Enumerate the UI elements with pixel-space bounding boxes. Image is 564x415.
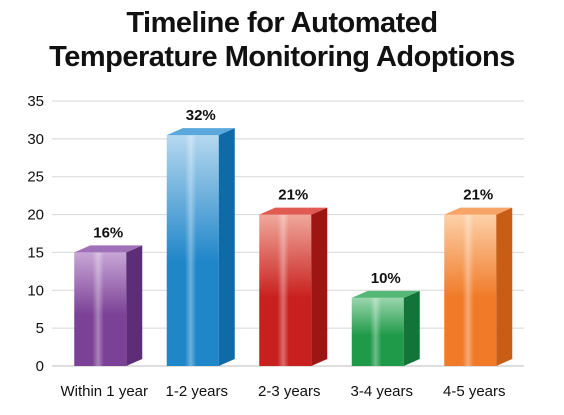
data-label: 21% — [463, 187, 493, 204]
data-label: 32% — [186, 107, 216, 124]
bar-top — [74, 245, 143, 253]
bar — [74, 245, 143, 366]
bars — [74, 128, 513, 366]
data-label: 21% — [278, 187, 308, 204]
data-labels: 16% 32% 21% 10% 21% — [93, 107, 493, 287]
bar-highlight — [462, 214, 474, 366]
bar-highlight — [277, 214, 289, 366]
bar-side — [126, 245, 143, 366]
y-tick-label: 0 — [36, 358, 44, 375]
chart-title: Timeline for Automated Temperature Monit… — [0, 6, 564, 74]
bar-top — [351, 290, 420, 298]
bar-highlight — [369, 297, 382, 366]
category-label: 2-3 years — [258, 383, 321, 400]
category-label: 4-5 years — [443, 383, 506, 400]
category-label: Within 1 year — [60, 383, 148, 400]
bar-side — [496, 207, 513, 366]
y-tick-label: 10 — [27, 282, 44, 299]
chart-title-line-2: Temperature Monitoring Adoptions — [49, 41, 515, 73]
x-axis-categories: Within 1 year 1-2 years 2-3 years 3-4 years… — [60, 383, 505, 400]
y-tick-label: 5 — [36, 320, 44, 337]
bar-side — [311, 207, 328, 366]
bar-top — [259, 207, 328, 215]
category-label: 3-4 years — [350, 383, 413, 400]
bar-top — [166, 128, 235, 136]
bar — [259, 207, 328, 366]
y-axis-ticks: 0 5 10 15 20 25 30 35 — [27, 93, 44, 375]
y-tick-label: 20 — [27, 207, 44, 224]
bar — [351, 290, 420, 366]
y-tick-label: 15 — [27, 244, 44, 261]
bar-highlight — [184, 135, 197, 366]
chart-title-line-1: Timeline for Automated — [126, 7, 438, 39]
data-label: 16% — [93, 224, 123, 241]
bar — [444, 207, 513, 366]
y-tick-label: 25 — [27, 169, 44, 186]
y-tick-label: 35 — [27, 93, 44, 110]
bar-top — [444, 207, 513, 215]
data-label: 10% — [371, 270, 401, 287]
bar-highlight — [92, 252, 104, 366]
category-label: 1-2 years — [165, 383, 228, 400]
bar — [166, 128, 235, 366]
y-tick-label: 30 — [27, 131, 44, 148]
bar-side — [218, 128, 235, 366]
bar-side — [403, 290, 420, 366]
